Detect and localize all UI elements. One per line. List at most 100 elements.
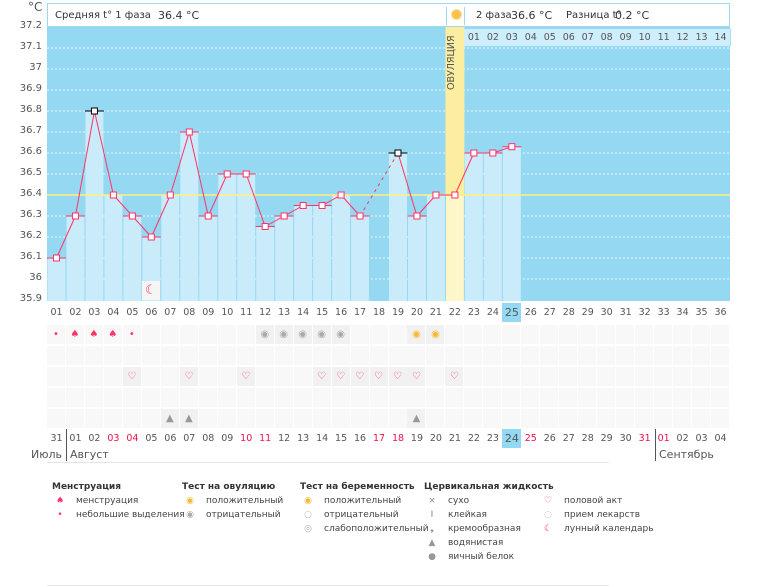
symptom-cell[interactable] xyxy=(350,388,369,407)
cycle-day[interactable]: 24 xyxy=(486,307,499,318)
symptom-cell[interactable] xyxy=(521,367,540,386)
cycle-day[interactable]: 28 xyxy=(562,307,575,318)
symptom-cell[interactable] xyxy=(464,367,483,386)
cycle-day[interactable]: 03 xyxy=(88,307,101,318)
symptom-cell[interactable] xyxy=(103,388,122,407)
symptom-cell[interactable] xyxy=(47,367,65,386)
symptom-cell[interactable] xyxy=(673,346,692,365)
symptom-cell[interactable] xyxy=(369,346,388,365)
symptom-cell[interactable] xyxy=(65,346,84,365)
symptom-cell[interactable] xyxy=(141,409,160,428)
calendar-date[interactable]: 18 xyxy=(391,433,405,444)
symptom-cell[interactable] xyxy=(559,388,578,407)
calendar-date[interactable]: 02 xyxy=(88,433,101,444)
calendar-date[interactable]: 16 xyxy=(354,433,367,444)
symptom-cell[interactable] xyxy=(426,388,445,407)
symptom-cell[interactable] xyxy=(464,325,483,344)
symptom-cell[interactable] xyxy=(578,346,597,365)
symptom-cell[interactable] xyxy=(426,367,445,386)
symptom-cell[interactable] xyxy=(388,409,407,428)
symptom-cell[interactable] xyxy=(521,388,540,407)
cycle-day[interactable]: 15 xyxy=(316,307,329,318)
symptom-cell[interactable] xyxy=(540,388,559,407)
calendar-date[interactable]: 02 xyxy=(676,433,689,444)
cycle-day[interactable]: 05 xyxy=(126,307,139,318)
calendar-date[interactable]: 01 xyxy=(69,433,82,444)
symptom-cell[interactable] xyxy=(711,325,730,344)
calendar-date[interactable]: 01 xyxy=(657,433,670,444)
symptom-cell[interactable] xyxy=(483,346,502,365)
symptom-cell[interactable] xyxy=(597,346,616,365)
symptom-cell[interactable] xyxy=(331,409,350,428)
cycle-day[interactable]: 26 xyxy=(524,307,537,318)
symptom-cell[interactable] xyxy=(217,409,236,428)
symptom-cell[interactable] xyxy=(160,346,179,365)
cycle-day[interactable]: 29 xyxy=(581,307,594,318)
symptom-cell[interactable] xyxy=(274,346,293,365)
symptom-cell[interactable] xyxy=(122,409,141,428)
cycle-day[interactable]: 16 xyxy=(335,307,348,318)
symptom-cell[interactable] xyxy=(388,346,407,365)
symptom-cell[interactable] xyxy=(464,346,483,365)
symptom-cell[interactable] xyxy=(84,346,103,365)
cycle-day[interactable]: 22 xyxy=(448,307,461,318)
calendar-date[interactable]: 13 xyxy=(297,433,310,444)
symptom-cell[interactable] xyxy=(179,388,198,407)
symptom-cell[interactable] xyxy=(483,409,502,428)
symptom-cell[interactable] xyxy=(84,367,103,386)
symptom-cell[interactable] xyxy=(350,346,369,365)
cycle-day[interactable]: 07 xyxy=(164,307,177,318)
symptom-cell[interactable] xyxy=(502,388,521,407)
symptom-cell[interactable] xyxy=(407,388,426,407)
symptom-cell[interactable] xyxy=(711,388,730,407)
calendar-date[interactable]: 28 xyxy=(581,433,594,444)
symptom-cell[interactable] xyxy=(122,388,141,407)
calendar-date[interactable]: 20 xyxy=(429,433,442,444)
symptom-cell[interactable] xyxy=(559,409,578,428)
symptom-cell[interactable] xyxy=(578,367,597,386)
symptom-cell[interactable] xyxy=(122,346,141,365)
calendar-date[interactable]: 10 xyxy=(240,433,253,444)
symptom-cell[interactable] xyxy=(293,367,312,386)
symptom-cell[interactable] xyxy=(654,367,673,386)
cycle-day[interactable]: 35 xyxy=(695,307,708,318)
calendar-date[interactable]: 26 xyxy=(543,433,556,444)
symptom-cell[interactable] xyxy=(654,388,673,407)
cycle-day[interactable]: 33 xyxy=(657,307,670,318)
symptom-cell[interactable] xyxy=(559,325,578,344)
symptom-cell[interactable] xyxy=(255,388,274,407)
cycle-day[interactable]: 18 xyxy=(372,307,386,318)
calendar-date[interactable]: 03 xyxy=(695,433,708,444)
cycle-day[interactable]: 32 xyxy=(638,307,651,318)
symptom-cell[interactable] xyxy=(616,325,635,344)
cycle-day[interactable]: 17 xyxy=(354,307,367,318)
calendar-date[interactable]: 31 xyxy=(638,433,651,444)
symptom-cell[interactable] xyxy=(369,388,388,407)
symptom-cell[interactable] xyxy=(654,346,673,365)
cycle-day[interactable]: 34 xyxy=(676,307,689,318)
symptom-cell[interactable] xyxy=(160,388,179,407)
symptom-cell[interactable] xyxy=(597,388,616,407)
symptom-cell[interactable] xyxy=(255,367,274,386)
symptom-cell[interactable] xyxy=(426,409,445,428)
symptom-cell[interactable] xyxy=(559,367,578,386)
cycle-day[interactable]: 01 xyxy=(50,307,63,318)
symptom-cell[interactable] xyxy=(578,409,597,428)
symptom-cell[interactable] xyxy=(141,325,160,344)
cycle-day[interactable]: 14 xyxy=(297,307,310,318)
symptom-cell[interactable] xyxy=(217,325,236,344)
symptom-cell[interactable] xyxy=(578,325,597,344)
cycle-day[interactable]: 27 xyxy=(543,307,556,318)
symptom-cell[interactable] xyxy=(369,409,388,428)
symptom-cell[interactable] xyxy=(635,325,654,344)
symptom-cell[interactable] xyxy=(673,325,692,344)
calendar-date[interactable]: 06 xyxy=(164,433,177,444)
cycle-day[interactable]: 08 xyxy=(183,307,196,318)
symptom-cell[interactable] xyxy=(198,325,217,344)
calendar-date[interactable]: 15 xyxy=(335,433,348,444)
symptom-cell[interactable] xyxy=(255,346,274,365)
symptom-cell[interactable] xyxy=(331,388,350,407)
symptom-cell[interactable] xyxy=(47,346,65,365)
calendar-date[interactable]: 29 xyxy=(600,433,613,444)
symptom-cell[interactable] xyxy=(540,325,559,344)
